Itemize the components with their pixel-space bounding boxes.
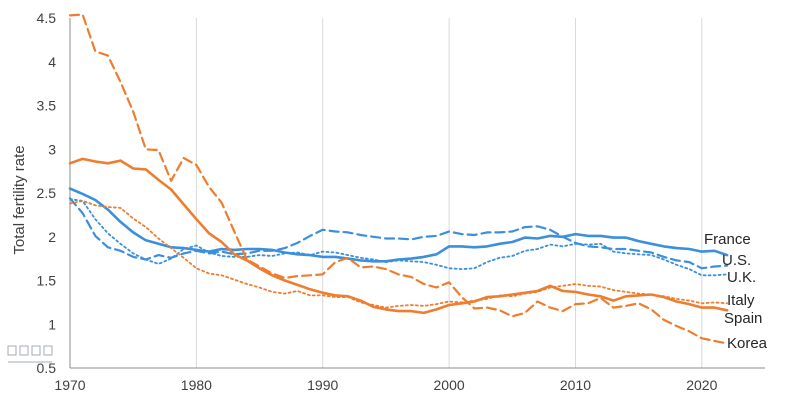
y-axis-title: Total fertility rate xyxy=(11,145,28,254)
x-tick-label: 1990 xyxy=(307,377,338,393)
series-label-italy: Italy xyxy=(727,292,755,309)
axes xyxy=(69,18,765,369)
series-lines xyxy=(68,13,729,345)
y-tick-label: 1.5 xyxy=(37,273,57,289)
series-label-korea: Korea xyxy=(727,335,768,352)
series-line-us xyxy=(68,197,729,270)
y-tick-label: 4.5 xyxy=(37,10,57,26)
series-line-uk xyxy=(69,198,728,277)
series-label-uk: U.K. xyxy=(727,269,756,286)
x-tick-label: 1980 xyxy=(181,377,212,393)
tick-labels: 0.5 1 1.5 2 2.5 3 3.5 4 4.5 1970 1980 1990 2000 2010 2… xyxy=(37,10,718,393)
series-line-spain xyxy=(68,157,729,315)
series-label-france: France xyxy=(704,231,751,248)
series-label-spain: Spain xyxy=(724,310,762,327)
y-tick-label: 0.5 xyxy=(37,360,57,376)
x-tick-label: 1970 xyxy=(54,377,85,393)
x-tick-label: 2000 xyxy=(434,377,465,393)
watermark-logo xyxy=(7,345,53,363)
y-tick-label: 3.5 xyxy=(37,98,57,114)
x-tick-label: 2010 xyxy=(560,377,591,393)
y-tick-label: 2.5 xyxy=(37,185,57,201)
series-line-italy xyxy=(69,200,728,309)
y-tick-label: 1 xyxy=(48,316,56,332)
series-line-france xyxy=(68,187,729,263)
series-label-us: U.S. xyxy=(722,252,751,269)
series-line-korea xyxy=(68,13,729,345)
y-tick-label: 4 xyxy=(48,54,56,70)
x-tick-label: 2020 xyxy=(686,377,717,393)
y-tick-label: 3 xyxy=(48,141,56,157)
gridlines xyxy=(195,18,703,368)
y-tick-label: 2 xyxy=(48,229,56,245)
